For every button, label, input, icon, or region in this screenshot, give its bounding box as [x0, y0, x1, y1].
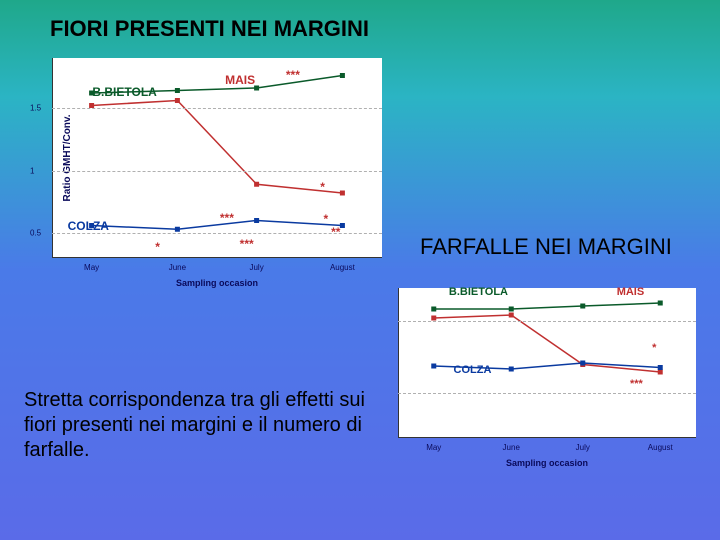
x-tick-label: July — [576, 443, 590, 452]
significance-marker: * — [155, 240, 160, 254]
series-marker-colza — [658, 365, 663, 370]
x-tick-label: August — [648, 443, 673, 452]
series-marker-bietola — [580, 304, 585, 309]
x-axis-label: Sampling occasion — [176, 278, 258, 288]
body-paragraph: Stretta corrispondenza tra gli effetti s… — [24, 388, 384, 463]
series-label-colza: COLZA — [68, 219, 109, 233]
chart-fiori: Ratio GMHT/Conv. Sampling occasion 0.511… — [52, 58, 382, 258]
series-line-mais — [92, 101, 343, 194]
series-line-bietola — [434, 303, 660, 309]
series-marker-bietola — [658, 301, 663, 306]
series-label-bietola: B.BIETOLA — [92, 85, 156, 99]
series-marker-mais — [340, 191, 345, 196]
series-label-mais: MAIS — [225, 73, 255, 87]
x-tick-label: June — [503, 443, 520, 452]
series-label-colza: COLZA — [454, 364, 492, 376]
x-tick-label: June — [169, 263, 186, 272]
series-marker-bietola — [431, 307, 436, 312]
x-tick-label: July — [249, 263, 263, 272]
x-axis-label: Sampling occasion — [506, 458, 588, 468]
page-title: FIORI PRESENTI NEI MARGINI — [50, 16, 369, 42]
chart-farfalle: Sampling occasion MayJuneJulyAugustB.BIE… — [398, 288, 696, 438]
plot-area — [398, 288, 696, 438]
series-marker-colza — [580, 361, 585, 366]
y-tick-label: 1.5 — [30, 104, 41, 113]
series-marker-bietola — [340, 73, 345, 78]
y-tick-label: 1 — [30, 166, 34, 175]
series-marker-colza — [431, 364, 436, 369]
series-marker-colza — [254, 218, 259, 223]
series-label-bietola: B.BIETOLA — [449, 286, 508, 298]
significance-marker: * — [324, 212, 329, 226]
right-chart-title: FARFALLE NEI MARGINI — [420, 234, 672, 260]
significance-marker: ** — [331, 225, 340, 239]
series-marker-colza — [509, 367, 514, 372]
series-marker-colza — [340, 223, 345, 228]
series-marker-bietola — [509, 307, 514, 312]
x-tick-label: May — [426, 443, 441, 452]
significance-marker: * — [652, 342, 656, 354]
y-tick-label: 0.5 — [30, 229, 41, 238]
series-marker-mais — [254, 182, 259, 187]
grid-line — [52, 108, 382, 109]
x-tick-label: August — [330, 263, 355, 272]
significance-marker: *** — [240, 237, 254, 251]
significance-marker: * — [320, 180, 325, 194]
grid-line — [398, 393, 696, 394]
series-marker-mais — [431, 316, 436, 321]
series-label-mais: MAIS — [617, 286, 645, 298]
series-marker-colza — [175, 227, 180, 232]
significance-marker: *** — [220, 211, 234, 225]
x-tick-label: May — [84, 263, 99, 272]
grid-line — [52, 171, 382, 172]
series-marker-mais — [658, 370, 663, 375]
series-line-colza — [92, 221, 343, 230]
significance-marker: *** — [286, 68, 300, 82]
series-marker-mais — [509, 313, 514, 318]
significance-marker: *** — [630, 378, 643, 390]
grid-line — [398, 321, 696, 322]
series-marker-bietola — [175, 88, 180, 93]
series-marker-mais — [175, 98, 180, 103]
